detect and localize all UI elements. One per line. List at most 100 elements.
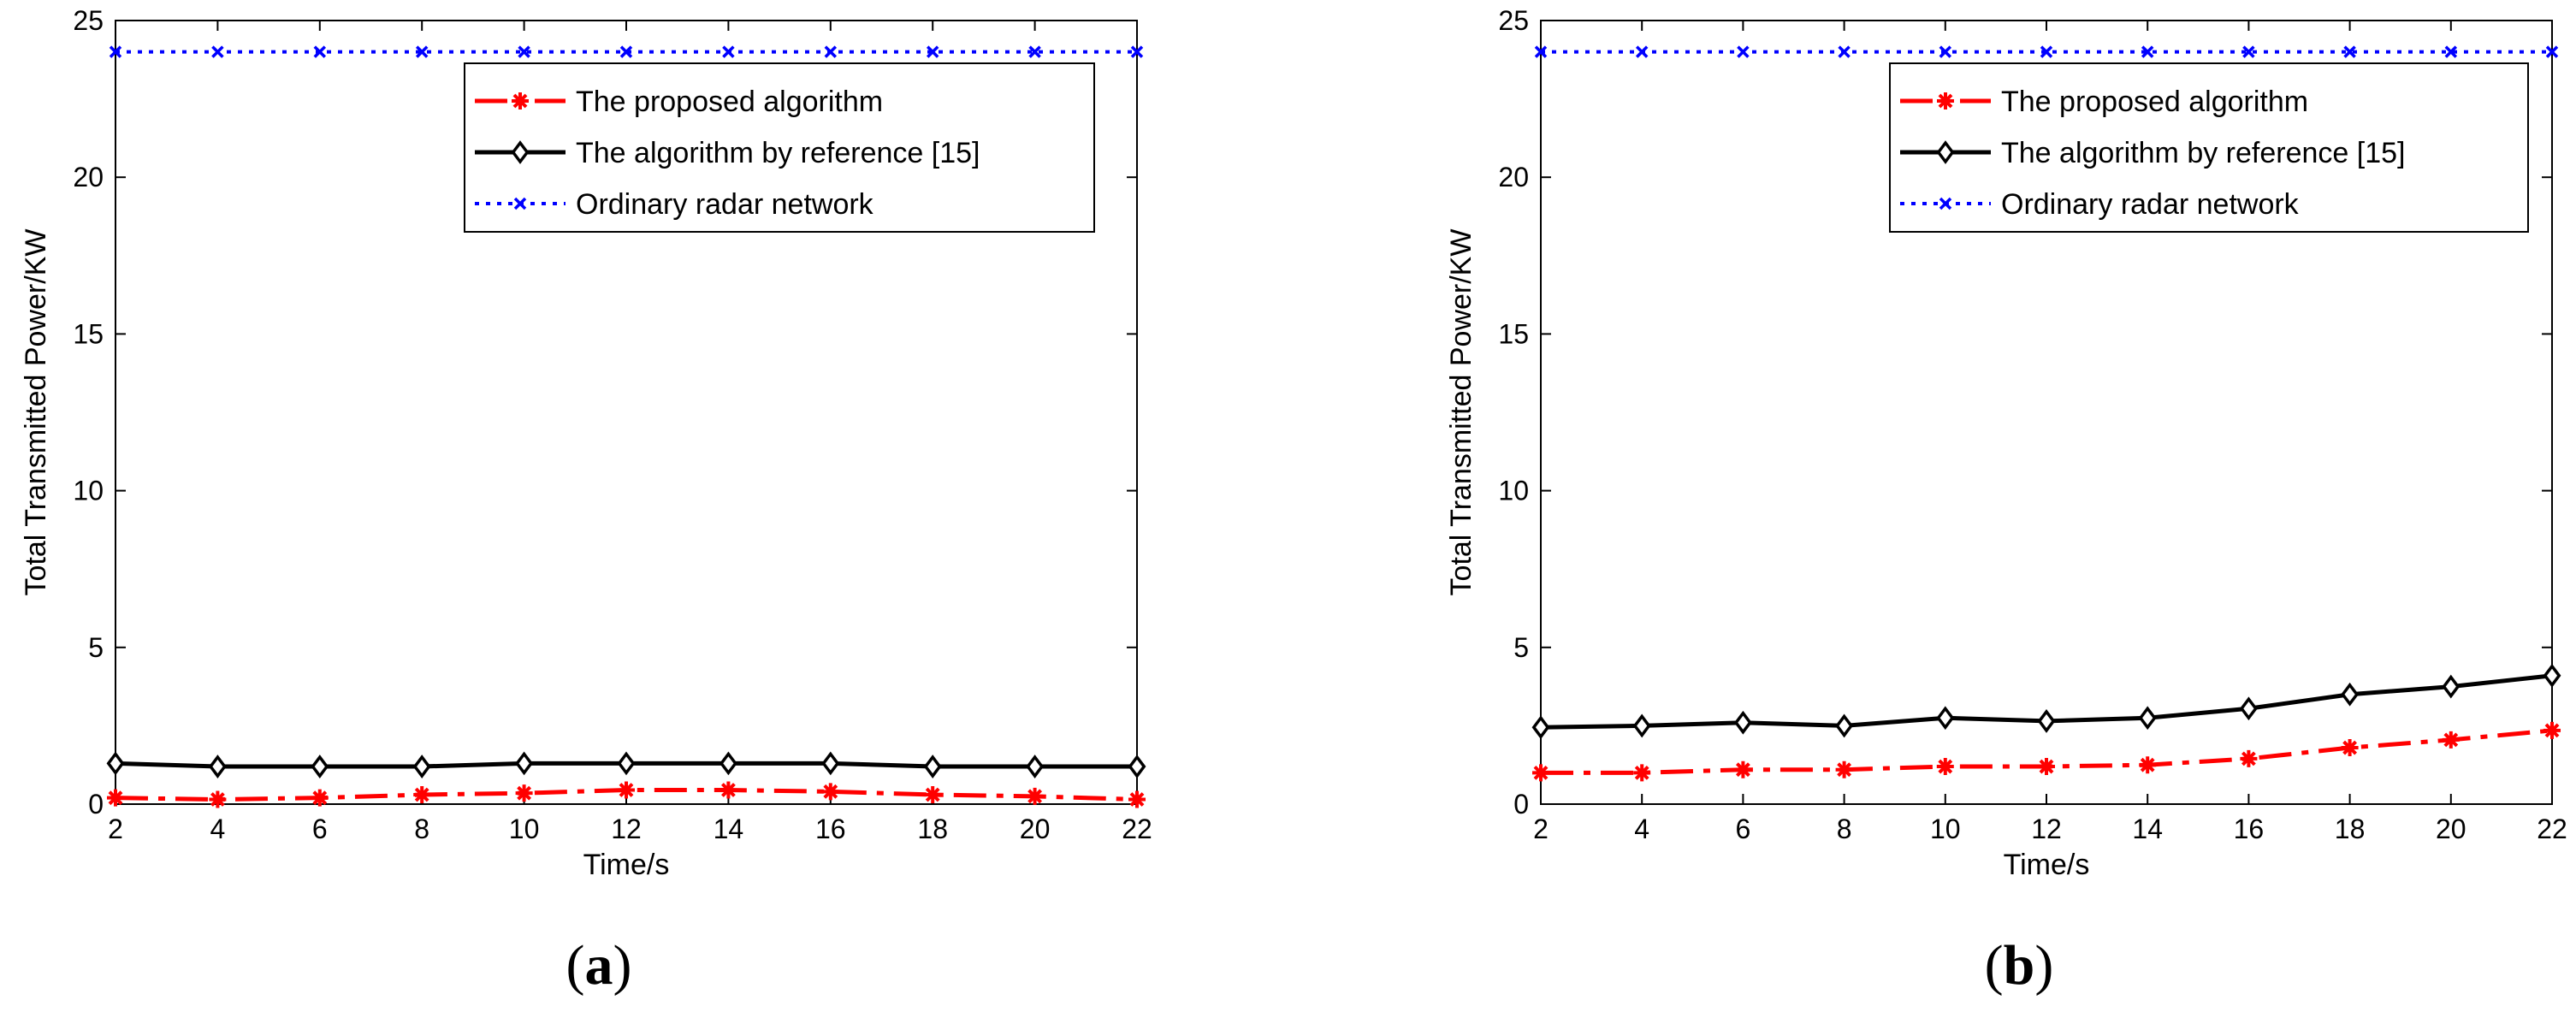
y-axis-label: Total Transmitted Power/KW bbox=[20, 229, 52, 596]
data-point bbox=[313, 45, 327, 58]
data-point bbox=[2545, 45, 2559, 58]
legend-marker bbox=[1939, 197, 1952, 210]
data-point bbox=[209, 790, 227, 808]
data-point bbox=[1633, 764, 1651, 782]
series-3 bbox=[109, 45, 1144, 58]
data-point bbox=[617, 751, 636, 776]
x-tick-label: 4 bbox=[1634, 814, 1649, 844]
data-point bbox=[821, 783, 839, 801]
x-tick-label: 10 bbox=[1930, 814, 1961, 844]
data-point bbox=[2242, 45, 2255, 58]
data-point bbox=[923, 755, 942, 778]
x-tick-label: 22 bbox=[2537, 814, 2567, 844]
x-tick-label: 14 bbox=[2132, 814, 2163, 844]
data-point bbox=[518, 45, 530, 58]
data-point bbox=[1632, 713, 1651, 738]
data-point bbox=[1737, 45, 1750, 58]
legend-item: The proposed algorithm bbox=[475, 86, 883, 118]
x-tick-label: 14 bbox=[714, 814, 744, 844]
data-point bbox=[2138, 706, 2157, 731]
y-tick-label: 5 bbox=[1513, 632, 1529, 663]
data-point bbox=[824, 45, 838, 58]
x-tick-label: 20 bbox=[1020, 814, 1051, 844]
y-tick-label: 10 bbox=[73, 476, 104, 506]
legend-item: The algorithm by reference [15] bbox=[475, 137, 980, 169]
y-tick-label: 5 bbox=[88, 632, 104, 663]
x-tick-label: 2 bbox=[1533, 814, 1549, 844]
legend-item: Ordinary radar network bbox=[1900, 188, 2300, 221]
y-tick-label: 25 bbox=[1498, 5, 1529, 36]
data-point bbox=[1026, 755, 1045, 778]
data-point bbox=[208, 755, 227, 778]
data-point bbox=[311, 755, 329, 778]
x-tick-label: 4 bbox=[210, 814, 226, 844]
x-tick-label: 10 bbox=[509, 814, 540, 844]
data-point bbox=[2239, 696, 2258, 721]
data-point bbox=[2037, 708, 2056, 733]
data-point bbox=[1835, 713, 1854, 738]
panel-caption: (b) bbox=[1985, 934, 2054, 997]
data-point bbox=[311, 789, 329, 807]
legend-label: The proposed algorithm bbox=[2001, 86, 2308, 118]
data-point bbox=[412, 755, 431, 778]
legend-marker bbox=[1937, 92, 1954, 109]
data-point bbox=[1531, 715, 1550, 740]
legend-item: The proposed algorithm bbox=[1900, 86, 2308, 118]
data-point bbox=[1733, 710, 1752, 735]
legend-box bbox=[464, 62, 1095, 233]
series-1 bbox=[107, 781, 1146, 808]
x-tick-label: 16 bbox=[2234, 814, 2265, 844]
legend-item: The algorithm by reference [15] bbox=[1900, 137, 2405, 169]
data-point bbox=[413, 786, 431, 804]
x-tick-label: 6 bbox=[312, 814, 328, 844]
data-point bbox=[1635, 45, 1649, 58]
data-point bbox=[1028, 45, 1041, 58]
data-point bbox=[211, 45, 224, 58]
data-point bbox=[722, 45, 735, 58]
data-point bbox=[107, 789, 124, 807]
panel-caption: (a) bbox=[566, 934, 632, 997]
legend-label: Ordinary radar network bbox=[2001, 188, 2300, 221]
y-axis-label: Total Transmitted Power/KW bbox=[1445, 229, 1477, 596]
data-point bbox=[619, 45, 633, 58]
x-tick-label: 12 bbox=[2031, 814, 2062, 844]
y-tick-label: 20 bbox=[1498, 162, 1529, 192]
legend-label: The proposed algorithm bbox=[576, 86, 883, 118]
data-point bbox=[2240, 749, 2258, 767]
legend-marker bbox=[1936, 140, 1955, 164]
legend-label: The algorithm by reference [15] bbox=[576, 137, 980, 169]
y-tick-label: 20 bbox=[73, 162, 104, 192]
data-point bbox=[924, 786, 942, 804]
data-point bbox=[2139, 756, 2157, 774]
data-point bbox=[1128, 790, 1146, 808]
data-point bbox=[1534, 45, 1548, 58]
data-point bbox=[2543, 663, 2561, 688]
data-point bbox=[821, 751, 840, 776]
x-tick-label: 18 bbox=[917, 814, 948, 844]
x-tick-label: 2 bbox=[108, 814, 123, 844]
data-point bbox=[2341, 682, 2360, 707]
x-tick-label: 6 bbox=[1736, 814, 1751, 844]
data-point bbox=[2543, 721, 2561, 739]
x-tick-label: 18 bbox=[2335, 814, 2366, 844]
data-point bbox=[719, 751, 737, 776]
data-point bbox=[109, 45, 122, 58]
data-point bbox=[1835, 760, 1853, 778]
y-tick-label: 25 bbox=[73, 5, 104, 36]
y-tick-label: 10 bbox=[1498, 476, 1529, 506]
data-point bbox=[2442, 674, 2461, 699]
x-tick-label: 12 bbox=[611, 814, 642, 844]
legend-marker bbox=[512, 92, 529, 109]
data-point bbox=[1130, 45, 1144, 58]
legend-marker bbox=[513, 197, 527, 210]
x-tick-label: 16 bbox=[815, 814, 846, 844]
data-point bbox=[2040, 45, 2053, 58]
legend-label: The algorithm by reference [15] bbox=[2001, 137, 2405, 169]
data-point bbox=[720, 781, 737, 799]
data-point bbox=[1734, 760, 1752, 778]
legend-box bbox=[1889, 62, 2529, 233]
legend-marker bbox=[511, 140, 530, 164]
data-point bbox=[2442, 731, 2460, 749]
data-point bbox=[106, 751, 125, 776]
x-tick-label: 20 bbox=[2436, 814, 2466, 844]
